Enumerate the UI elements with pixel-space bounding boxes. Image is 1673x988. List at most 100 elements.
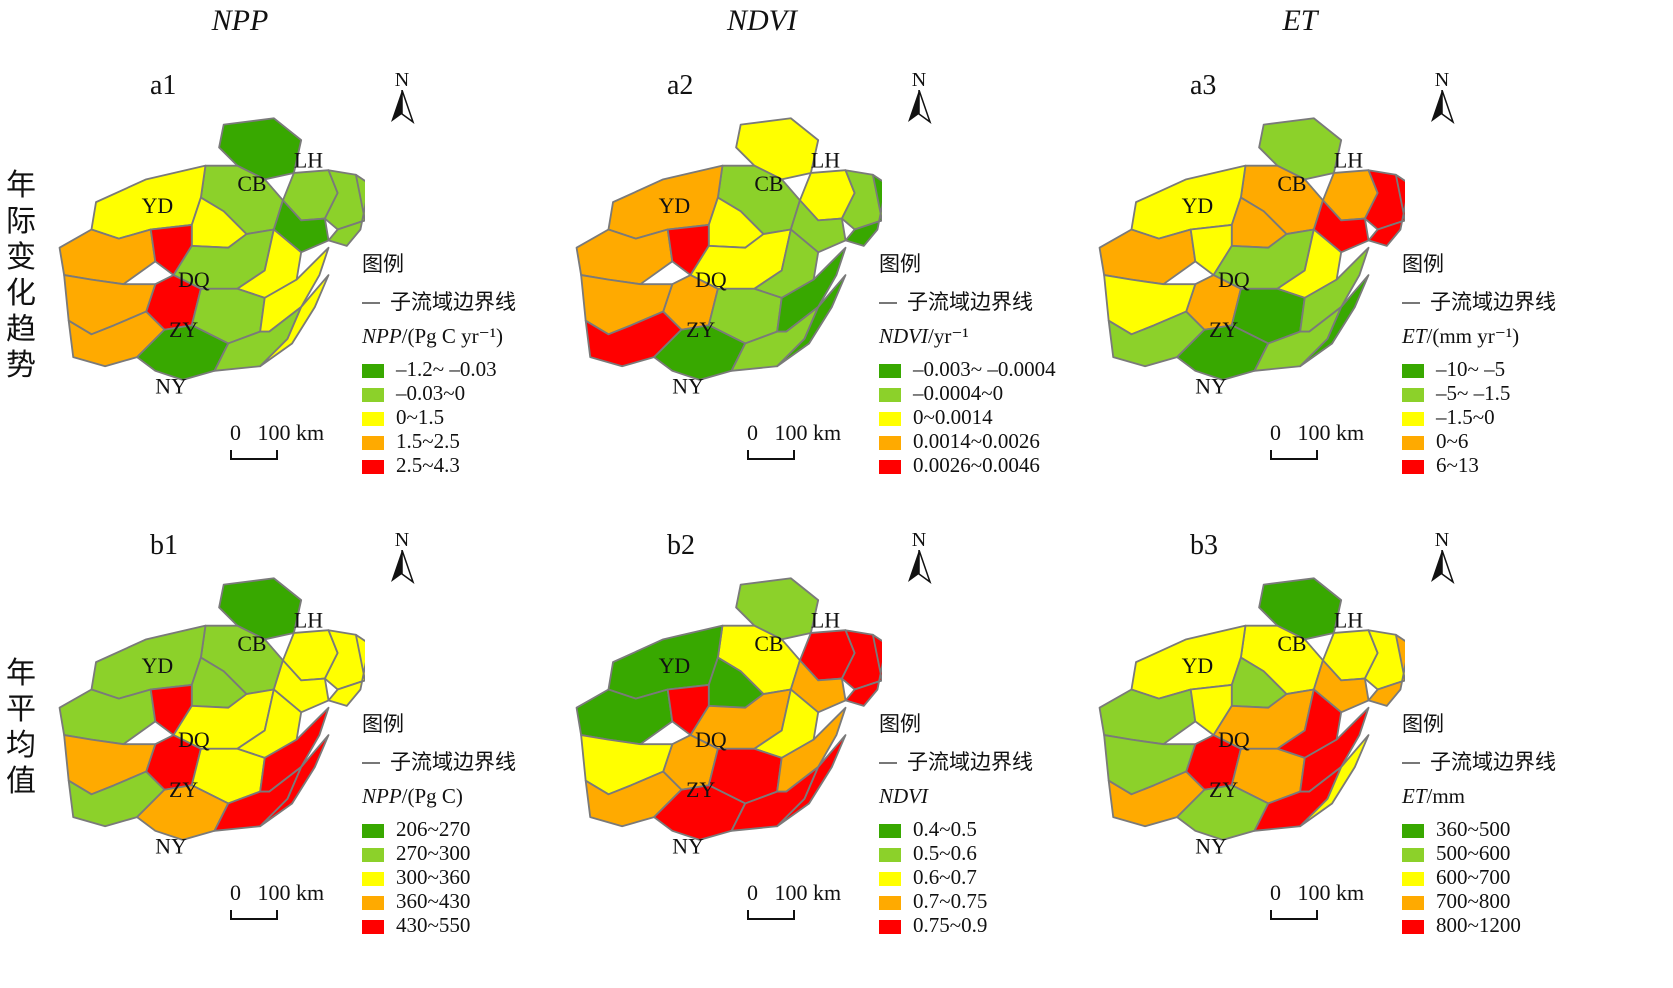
column-title-et: ET xyxy=(1282,4,1318,37)
map-panel-a3: LH CB YD DQ ZY NY a3 N 0 100 km 图例 子流域边界线 ET/(mm yr… xyxy=(1095,50,1635,520)
region-label-zy: ZY xyxy=(1209,778,1238,802)
legend-variable: NPP xyxy=(362,784,402,808)
legend-item: 360~500 xyxy=(1402,817,1556,841)
legend-boundary: 子流域边界线 xyxy=(362,286,516,316)
legend-class-label: –1.2~ –0.03 xyxy=(396,357,497,381)
legend-boundary-label: 子流域边界线 xyxy=(907,290,1033,314)
legend-swatch xyxy=(362,460,384,475)
legend-class-label: 2.5~4.3 xyxy=(396,453,460,477)
legend-variable: ET xyxy=(1402,324,1427,348)
region-label-dq: DQ xyxy=(695,728,727,752)
region-label-cb: CB xyxy=(1277,632,1306,656)
boundary-line-icon xyxy=(1402,762,1420,764)
region-label-lh: LH xyxy=(811,608,840,632)
legend-swatch xyxy=(879,364,901,379)
legend-unit: ET/mm xyxy=(1402,784,1556,809)
subbasin-region xyxy=(136,784,230,841)
subbasin-region xyxy=(327,173,365,247)
region-label-yd: YD xyxy=(1182,194,1214,218)
legend-item: 300~360 xyxy=(362,865,516,889)
scale-bar: 0 100 km xyxy=(1270,420,1365,460)
panel-id: a1 xyxy=(150,70,177,101)
north-arrow-icon xyxy=(391,549,415,585)
north-label: N xyxy=(394,529,410,551)
legend-swatch xyxy=(1402,364,1424,379)
legend-item: 6~13 xyxy=(1402,453,1556,477)
north-label: N xyxy=(1434,69,1450,91)
legend-boundary: 子流域边界线 xyxy=(879,286,1056,316)
scale-label: 0 100 km xyxy=(1270,420,1365,445)
subbasin-region xyxy=(776,734,847,828)
boundary-line-icon xyxy=(879,762,897,764)
legend-swatch xyxy=(879,412,901,427)
region-label-yd: YD xyxy=(142,194,174,218)
subbasin-region xyxy=(1176,784,1270,841)
north-arrow: N xyxy=(904,70,934,129)
region-label-cb: CB xyxy=(754,172,783,196)
legend-title: 图例 xyxy=(362,712,404,736)
subbasin-region xyxy=(327,633,365,707)
subbasin-region xyxy=(735,117,820,181)
region-label-dq: DQ xyxy=(178,728,210,752)
legend-variable: NDVI xyxy=(879,784,928,808)
legend-variable: NDVI xyxy=(879,324,928,348)
legend-boundary-label: 子流域边界线 xyxy=(390,750,516,774)
legend-item: 0.0014~0.0026 xyxy=(879,429,1056,453)
north-arrow-icon xyxy=(391,89,415,125)
legend-unit-text: /(Pg C) xyxy=(401,784,463,808)
legend-swatch xyxy=(1402,436,1424,451)
legend-swatch xyxy=(362,920,384,935)
region-label-cb: CB xyxy=(754,632,783,656)
region-label-zy: ZY xyxy=(169,318,198,342)
legend-item: 360~430 xyxy=(362,889,516,913)
region-label-dq: DQ xyxy=(178,268,210,292)
legend-item: –0.003~ –0.0004 xyxy=(879,357,1056,381)
map-panel-b1: LH CB YD DQ ZY NY b1 N 0 100 km 图例 子流域边界线 NPP/(Pg C… xyxy=(55,510,595,980)
region-label-yd: YD xyxy=(659,654,691,678)
subbasin-region xyxy=(259,274,330,368)
legend-swatch xyxy=(1402,848,1424,863)
north-label: N xyxy=(911,69,927,91)
legend-item: –0.0004~0 xyxy=(879,381,1056,405)
legend-boundary-label: 子流域边界线 xyxy=(907,750,1033,774)
basin-map: LH CB YD DQ ZY NY xyxy=(1098,117,1405,399)
subbasin-region xyxy=(735,577,820,641)
legend-swatch xyxy=(1402,872,1424,887)
subbasin-region xyxy=(776,274,847,368)
region-label-yd: YD xyxy=(659,194,691,218)
north-arrow: N xyxy=(387,70,417,129)
legend-item: 800~1200 xyxy=(1402,913,1556,937)
region-label-cb: CB xyxy=(1277,172,1306,196)
legend-class-label: 6~13 xyxy=(1436,453,1479,477)
legend-class-label: –0.003~ –0.0004 xyxy=(913,357,1056,381)
legend: 图例 子流域边界线 NDVI/yr⁻¹ –0.003~ –0.0004 –0.0004~… xyxy=(879,248,1056,477)
legend-item: 600~700 xyxy=(1402,865,1556,889)
region-label-ny: NY xyxy=(672,375,704,399)
legend-item: 0.0026~0.0046 xyxy=(879,453,1056,477)
row-label-trend: 年际变化趋势 xyxy=(6,168,36,383)
region-label-lh: LH xyxy=(294,148,323,172)
legend-item: 0.75~0.9 xyxy=(879,913,1033,937)
legend: 图例 子流域边界线 ET/mm 360~500 500~600 600~700 700~80… xyxy=(1402,708,1556,937)
legend-swatch xyxy=(362,364,384,379)
legend-boundary: 子流域边界线 xyxy=(1402,286,1556,316)
legend-variable: NPP xyxy=(362,324,402,348)
legend-class-label: 0~1.5 xyxy=(396,405,445,429)
legend-swatch xyxy=(879,896,901,911)
region-label-lh: LH xyxy=(1334,608,1363,632)
scale-bar-line xyxy=(230,450,278,460)
legend-swatch xyxy=(362,436,384,451)
legend-class-label: –10~ –5 xyxy=(1436,357,1506,381)
region-label-dq: DQ xyxy=(1218,268,1250,292)
legend-item: 270~300 xyxy=(362,841,516,865)
basin-map: LH CB YD DQ ZY NY xyxy=(1098,577,1405,859)
region-label-ny: NY xyxy=(155,375,187,399)
legend-class-label: –1.5~0 xyxy=(1436,405,1495,429)
scale-bar: 0 100 km xyxy=(230,420,324,460)
legend-swatch xyxy=(1402,920,1424,935)
scale-bar: 0 100 km xyxy=(747,420,841,460)
legend-swatch xyxy=(879,920,901,935)
basin-map: LH CB YD DQ ZY NY xyxy=(575,117,882,399)
legend-swatch xyxy=(879,436,901,451)
north-arrow: N xyxy=(387,530,417,589)
